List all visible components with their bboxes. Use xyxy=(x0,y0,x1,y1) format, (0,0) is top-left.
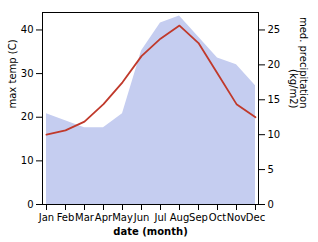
svg-text:25: 25 xyxy=(268,24,281,35)
svg-text:Jan: Jan xyxy=(38,212,54,223)
svg-text:15: 15 xyxy=(268,94,281,105)
svg-text:20: 20 xyxy=(268,59,281,70)
svg-text:May: May xyxy=(112,212,133,223)
svg-text:max temp (C): max temp (C) xyxy=(7,39,18,108)
svg-text:Nov: Nov xyxy=(227,212,247,223)
svg-text:Aug: Aug xyxy=(170,212,190,223)
svg-text:Apr: Apr xyxy=(95,212,113,223)
svg-text:Feb: Feb xyxy=(57,212,75,223)
svg-text:5: 5 xyxy=(268,164,274,175)
svg-text:Sep: Sep xyxy=(189,212,208,223)
svg-text:Jul: Jul xyxy=(153,212,166,223)
svg-text:Mar: Mar xyxy=(75,212,95,223)
svg-text:10: 10 xyxy=(21,155,34,166)
svg-text:date (month): date (month) xyxy=(113,226,187,237)
svg-text:30: 30 xyxy=(21,68,34,79)
svg-text:0: 0 xyxy=(268,199,274,210)
svg-text:Dec: Dec xyxy=(246,212,265,223)
svg-text:0: 0 xyxy=(27,199,33,210)
svg-text:Oct: Oct xyxy=(209,212,226,223)
svg-text:Jun: Jun xyxy=(133,212,150,223)
svg-text:40: 40 xyxy=(21,24,34,35)
svg-text:med. precipitation(kg/m2): med. precipitation(kg/m2) xyxy=(288,17,309,109)
svg-text:10: 10 xyxy=(268,129,281,140)
svg-text:20: 20 xyxy=(21,111,34,122)
